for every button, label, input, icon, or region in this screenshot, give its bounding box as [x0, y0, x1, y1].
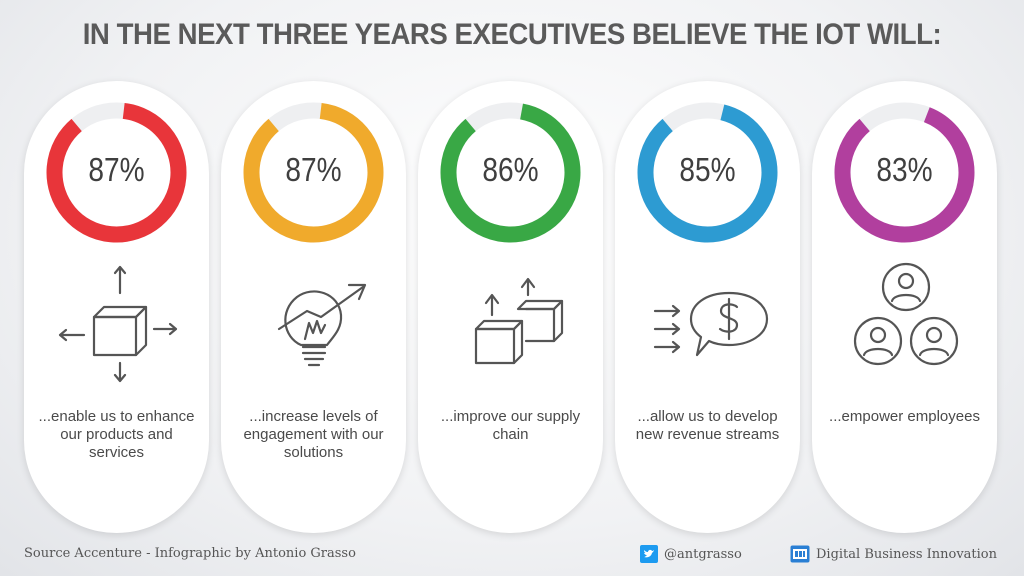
donut-value-arc — [834, 102, 975, 243]
people-group-icon — [853, 262, 959, 366]
card-description: ...enable us to enhance our products and… — [38, 408, 195, 461]
brand-link[interactable]: Digital Business Innovation — [790, 545, 997, 563]
donut-value-arc — [637, 102, 778, 243]
donut-ring — [637, 102, 778, 243]
stat-card: 87% ...increase levels of engagement wit… — [221, 81, 406, 533]
donut-value-arc — [243, 102, 384, 243]
card-description: ...improve our supply chain — [440, 408, 581, 443]
dollar-speech-icon — [653, 291, 769, 357]
percent-label: 85% — [679, 151, 736, 188]
donut-ring — [440, 102, 581, 243]
stat-card: 83% ...empower employees — [812, 81, 997, 533]
brand-name: Digital Business Innovation — [816, 546, 998, 562]
twitter-handle: @antgrasso — [664, 546, 742, 562]
stat-card: 87% ...enable us to enhance our products… — [24, 81, 209, 533]
stat-card: 85% ...allow us to develop new revenue s… — [615, 81, 800, 533]
lightbulb-arrow-icon — [277, 283, 367, 367]
twitter-icon — [640, 545, 658, 563]
twitter-handle-link[interactable]: @antgrasso — [640, 545, 742, 563]
percent-label: 87% — [285, 151, 342, 188]
percent-label: 87% — [88, 151, 145, 188]
boxes-up-arrows-icon — [474, 277, 564, 365]
page-title: IN THE NEXT THREE YEARS EXECUTIVES BELIE… — [82, 18, 942, 51]
card-description: ...empower employees — [829, 408, 980, 425]
percent-label: 86% — [482, 151, 539, 188]
donut-ring — [46, 102, 187, 243]
donut-ring — [834, 102, 975, 243]
dbi-logo-icon — [790, 545, 810, 563]
card-description: ...increase levels of engagement with ou… — [243, 408, 384, 461]
stat-card: 86% ...improve our supply chain — [418, 81, 603, 533]
box-arrows-icon — [58, 265, 178, 383]
card-description: ...allow us to develop new revenue strea… — [635, 408, 780, 443]
percent-label: 83% — [876, 151, 933, 188]
source-credit: Source Accenture - Infographic by Antoni… — [24, 546, 356, 561]
donut-value-arc — [440, 102, 581, 243]
donut-ring — [243, 102, 384, 243]
